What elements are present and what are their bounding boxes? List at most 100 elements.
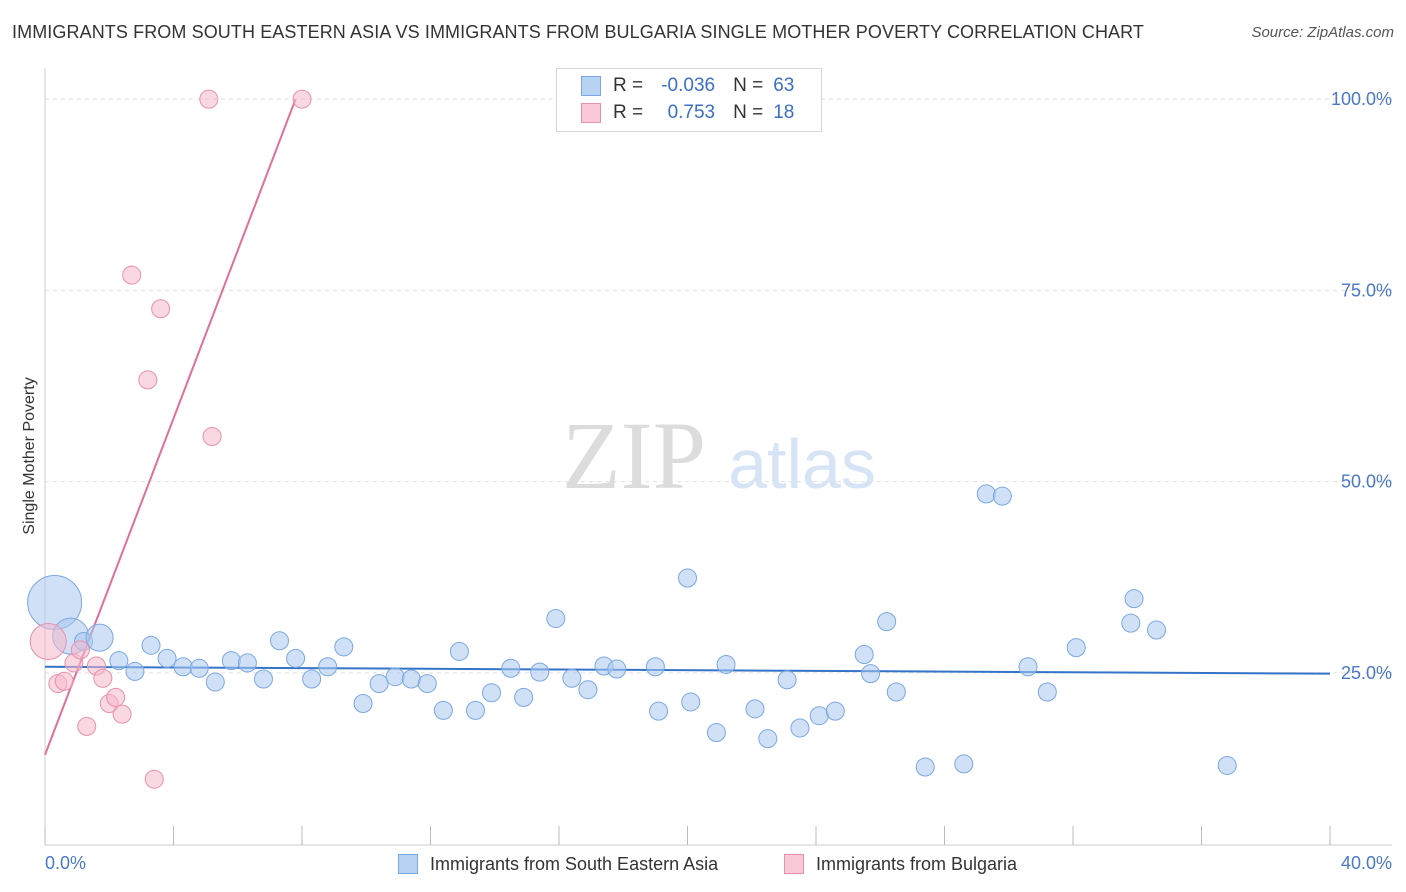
x-tick-labels: 0.0% 40.0% bbox=[45, 853, 1392, 873]
trend-line-sea bbox=[44, 665, 1331, 675]
data-point-bulgaria bbox=[112, 704, 132, 724]
data-point-sea bbox=[221, 651, 241, 671]
watermark: ZIP atlas bbox=[562, 402, 876, 509]
y-axis-label: Single Mother Poverty bbox=[21, 377, 38, 534]
data-point-sea bbox=[758, 729, 778, 749]
data-point-sea bbox=[777, 670, 797, 690]
data-point-sea bbox=[205, 672, 225, 692]
data-point-sea bbox=[286, 648, 306, 668]
n-label: N = bbox=[733, 102, 764, 123]
data-point-sea bbox=[417, 674, 437, 694]
data-point-sea bbox=[353, 693, 373, 713]
bottom-legend-label: Immigrants from Bulgaria bbox=[816, 853, 1018, 874]
n-label: N = bbox=[733, 75, 764, 96]
y-tick-label: 25.0% bbox=[1341, 663, 1392, 683]
correlation-legend: R = -0.036 N = 63 R = 0.753 N = 18 bbox=[556, 68, 822, 132]
r-value: 0.753 bbox=[667, 102, 716, 123]
y-tick-label: 75.0% bbox=[1341, 280, 1392, 300]
data-point-sea bbox=[681, 692, 701, 712]
data-point-sea bbox=[645, 657, 665, 677]
data-point-bulgaria bbox=[144, 769, 164, 789]
y-tick-label: 100.0% bbox=[1331, 89, 1392, 109]
data-point-sea bbox=[270, 631, 290, 651]
data-point-sea bbox=[809, 706, 829, 726]
r-label: R = bbox=[613, 102, 644, 123]
data-point-sea bbox=[253, 669, 273, 689]
data-point-sea bbox=[189, 658, 209, 678]
watermark-atlas: atlas bbox=[728, 425, 876, 503]
data-point-sea bbox=[877, 612, 897, 632]
data-point-sea bbox=[514, 687, 534, 707]
data-point-sea bbox=[433, 700, 453, 720]
blue-swatch-icon bbox=[398, 854, 418, 874]
data-point-sea bbox=[334, 637, 354, 657]
data-point-sea bbox=[1018, 657, 1038, 677]
data-point-sea bbox=[501, 658, 521, 678]
data-point-bulgaria bbox=[93, 668, 113, 688]
data-point-sea bbox=[318, 657, 338, 677]
data-point-bulgaria bbox=[138, 370, 158, 390]
data-point-sea bbox=[607, 659, 627, 679]
legend-row-series1: R = -0.036 N = 63 bbox=[581, 73, 794, 99]
data-point-sea bbox=[530, 662, 550, 682]
data-point-sea bbox=[465, 700, 485, 720]
pink-swatch-icon bbox=[581, 103, 601, 123]
r-label: R = bbox=[613, 75, 644, 96]
n-value: 63 bbox=[773, 75, 795, 96]
y-tick-label: 50.0% bbox=[1341, 472, 1392, 492]
data-point-sea bbox=[109, 651, 129, 671]
data-point-sea bbox=[578, 680, 598, 700]
data-point-sea bbox=[886, 682, 906, 702]
data-point-sea bbox=[1121, 613, 1141, 633]
watermark-zip: ZIP bbox=[562, 402, 706, 509]
data-point-sea bbox=[790, 718, 810, 738]
pink-swatch-icon bbox=[784, 854, 804, 874]
data-point-sea bbox=[369, 674, 389, 694]
x-tick-label: 40.0% bbox=[1341, 853, 1392, 873]
data-point-sea bbox=[854, 645, 874, 665]
data-point-sea bbox=[716, 654, 736, 674]
data-point-bulgaria bbox=[77, 716, 97, 736]
data-point-sea bbox=[141, 635, 161, 655]
data-point-sea bbox=[954, 754, 974, 774]
bottom-legend-series2: Immigrants from Bulgaria bbox=[784, 852, 1017, 876]
data-point-sea bbox=[562, 668, 582, 688]
data-point-sea bbox=[861, 664, 881, 684]
data-point-bulgaria bbox=[29, 623, 67, 661]
data-point-sea bbox=[649, 701, 669, 721]
data-point-sea bbox=[706, 723, 726, 743]
data-point-sea bbox=[385, 667, 405, 687]
data-points bbox=[27, 89, 1237, 789]
data-point-sea bbox=[915, 757, 935, 777]
blue-swatch-icon bbox=[581, 76, 601, 96]
source-label: Source: ZipAtlas.com bbox=[1251, 24, 1394, 41]
r-value: -0.036 bbox=[661, 75, 716, 96]
data-point-sea bbox=[546, 609, 566, 629]
legend-row-series2: R = 0.753 N = 18 bbox=[581, 100, 794, 126]
data-point-sea bbox=[1217, 755, 1237, 775]
data-point-bulgaria bbox=[202, 426, 222, 446]
data-point-sea bbox=[157, 648, 177, 668]
data-point-sea bbox=[745, 699, 765, 719]
x-tick-label: 0.0% bbox=[45, 853, 86, 873]
data-point-bulgaria bbox=[199, 89, 219, 109]
data-point-bulgaria bbox=[151, 299, 171, 319]
data-point-bulgaria bbox=[70, 640, 90, 660]
data-point-sea bbox=[125, 661, 145, 681]
data-point-bulgaria bbox=[122, 265, 142, 285]
n-value: 18 bbox=[773, 102, 795, 123]
data-point-sea bbox=[1124, 589, 1144, 609]
data-point-sea bbox=[1147, 620, 1167, 640]
data-point-sea bbox=[992, 486, 1012, 506]
data-point-sea bbox=[449, 641, 469, 661]
data-point-sea bbox=[1066, 638, 1086, 658]
grid-lines bbox=[45, 98, 1392, 674]
data-point-sea bbox=[401, 669, 421, 689]
data-point-sea bbox=[85, 623, 114, 652]
axes bbox=[44, 68, 1392, 846]
data-point-bulgaria bbox=[292, 89, 312, 109]
data-point-sea bbox=[482, 683, 502, 703]
y-tick-labels: 25.0% 50.0% 75.0% 100.0% bbox=[1331, 89, 1392, 683]
data-point-sea bbox=[302, 669, 322, 689]
